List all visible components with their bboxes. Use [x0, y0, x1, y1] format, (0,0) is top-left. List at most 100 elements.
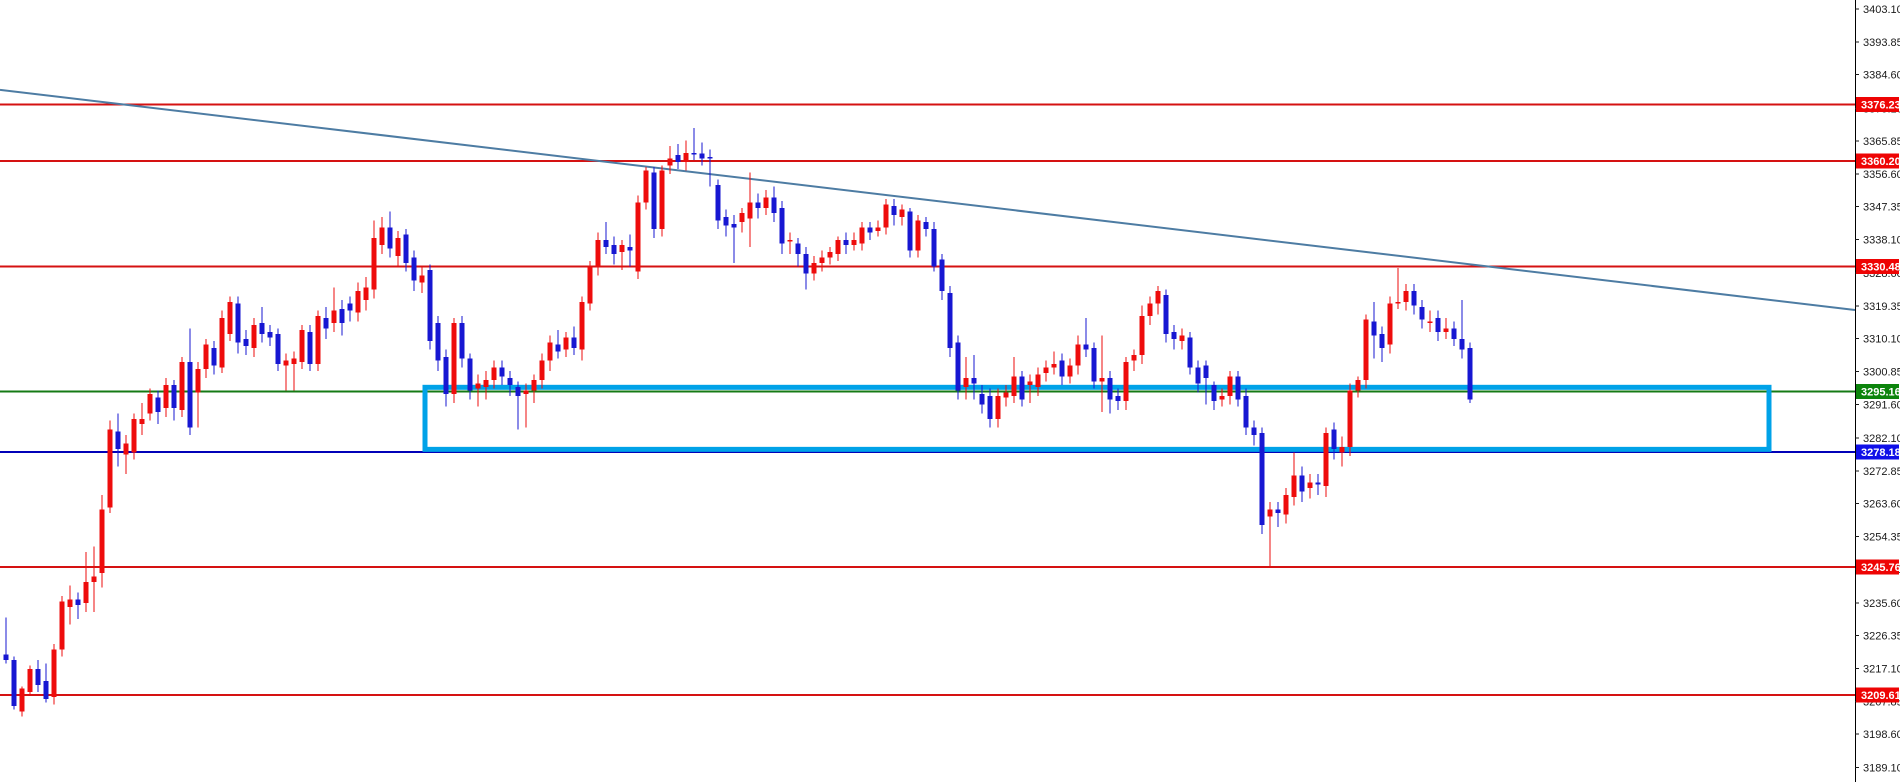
candle-body — [603, 239, 609, 247]
candle — [163, 378, 169, 418]
candle — [1275, 502, 1281, 528]
candle-body — [515, 386, 521, 396]
price-tick-label: 3319.35 — [1863, 301, 1900, 313]
candle-wick — [693, 128, 695, 161]
candle-wick — [1029, 374, 1031, 403]
price-tick-label: 3272.85 — [1863, 466, 1900, 478]
candle — [323, 307, 329, 340]
candle-body — [475, 383, 481, 389]
candle — [771, 186, 777, 223]
candle-body — [1347, 390, 1353, 448]
candle-wick — [333, 287, 335, 333]
candle-body — [195, 369, 201, 393]
price-line-badge-3376.23: 3376.23 — [1856, 96, 1900, 112]
consolidation-box[interactable] — [422, 384, 1772, 452]
candle — [835, 236, 841, 262]
candle — [547, 335, 553, 372]
price-line-badge-3209.61: 3209.61 — [1856, 687, 1900, 703]
candle-body — [1139, 316, 1145, 356]
candle-body — [243, 339, 249, 347]
candle-body — [595, 239, 601, 267]
candle — [195, 362, 201, 428]
candle-body — [1307, 482, 1313, 489]
candle-wick — [197, 362, 199, 428]
candle-body — [1195, 367, 1201, 384]
candle — [187, 328, 193, 435]
candle-body — [531, 379, 537, 391]
candle — [1027, 374, 1033, 403]
candle — [107, 420, 113, 513]
candle — [939, 254, 945, 301]
candle-body — [1331, 429, 1337, 450]
descending-trendline[interactable] — [0, 88, 1856, 312]
candle — [1323, 427, 1329, 497]
candle — [827, 246, 833, 265]
candle-body — [1243, 395, 1249, 428]
candle-body — [1059, 360, 1065, 377]
candle — [1059, 353, 1065, 386]
candle-body — [155, 397, 161, 412]
candle-body — [1227, 376, 1233, 396]
price-axis[interactable]: 3403.103393.853384.603375.103365.853356.… — [1855, 0, 1900, 782]
candle — [267, 324, 273, 347]
candle-body — [275, 333, 281, 364]
candle-body — [579, 301, 585, 350]
candle — [731, 215, 737, 263]
price-tick-label: 3226.35 — [1863, 631, 1900, 643]
candle — [1307, 473, 1313, 499]
candle — [627, 234, 633, 267]
candle-body — [939, 259, 945, 292]
candle — [779, 200, 785, 255]
candle — [1443, 317, 1449, 340]
candle — [699, 142, 705, 166]
candle-body — [491, 367, 497, 380]
candle — [603, 222, 609, 255]
candle — [275, 328, 281, 372]
candle — [803, 246, 809, 290]
candle-wick — [973, 355, 975, 400]
candle — [235, 296, 241, 354]
candle — [1371, 301, 1377, 359]
candle-body — [1363, 319, 1369, 380]
candle — [1123, 356, 1129, 411]
candle-body — [627, 246, 633, 251]
candle-body — [811, 262, 817, 274]
price-tick-label: 3384.60 — [1863, 70, 1900, 82]
candle-body — [483, 379, 489, 387]
candle-body — [571, 337, 577, 348]
candle-body — [1451, 328, 1457, 340]
price-badge-background — [1856, 559, 1899, 575]
candle-body — [683, 152, 689, 162]
candle — [795, 238, 801, 267]
candle-body — [427, 269, 433, 341]
candle-body — [1387, 303, 1393, 345]
candle — [499, 360, 505, 386]
candle-body — [755, 202, 761, 208]
candle — [307, 324, 313, 372]
candle — [1339, 436, 1345, 467]
candle-body — [843, 239, 849, 246]
candle-body — [43, 681, 49, 699]
price-tick-label: 3393.85 — [1863, 37, 1900, 49]
candle — [1083, 317, 1089, 357]
candle — [419, 266, 425, 294]
candle-body — [763, 197, 769, 208]
candle — [651, 167, 657, 239]
candle-body — [419, 275, 425, 283]
candle-body — [59, 601, 65, 650]
candle — [19, 686, 25, 717]
price-line-badge-3245.76: 3245.76 — [1856, 559, 1900, 575]
candle-body — [803, 254, 809, 274]
candle — [371, 220, 377, 299]
candle — [43, 663, 49, 703]
candle-wick — [285, 353, 287, 391]
candle-body — [1259, 433, 1265, 526]
candle — [467, 353, 473, 400]
candle-body — [227, 301, 233, 334]
candle — [379, 216, 385, 255]
candle-body — [1459, 339, 1465, 350]
candle — [1003, 385, 1009, 407]
candle-body — [179, 362, 185, 411]
candle-body — [1187, 337, 1193, 368]
price-line-badge-3278.18: 3278.18 — [1856, 444, 1900, 460]
